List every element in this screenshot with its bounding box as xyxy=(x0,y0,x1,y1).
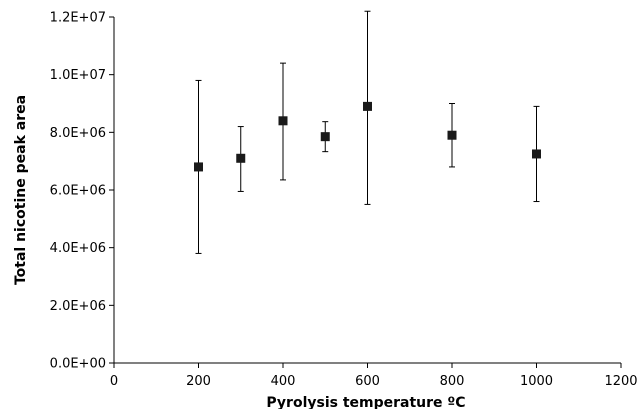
y-tick-label: 4.0E+06 xyxy=(50,241,106,256)
data-point-group xyxy=(447,103,457,168)
data-point-group xyxy=(363,10,372,205)
data-point-group xyxy=(278,62,288,181)
y-tick-label: 6.0E+06 xyxy=(50,184,106,199)
x-tick-label: 1200 xyxy=(604,374,637,389)
data-point-marker xyxy=(236,153,246,163)
data-point-marker xyxy=(194,162,203,172)
data-point-marker xyxy=(447,130,457,140)
data-point-group xyxy=(194,79,203,254)
data-point-marker xyxy=(278,116,288,126)
y-tick-label: 0.0E+00 xyxy=(50,357,106,372)
x-axis-title: Pyrolysis temperature ºC xyxy=(266,395,465,409)
x-tick-label: 200 xyxy=(186,374,211,389)
x-tick-label: 1000 xyxy=(520,374,553,389)
x-tick-label: 400 xyxy=(271,374,296,389)
data-point-group xyxy=(236,126,246,192)
data-point-marker xyxy=(363,101,372,111)
x-tick-labels: 0 200 400 600 800 1000 1200 xyxy=(110,374,638,389)
data-point-marker xyxy=(320,132,330,142)
y-tick-label: 8.0E+06 xyxy=(50,126,106,141)
y-tick-label: 1.0E+07 xyxy=(50,68,106,83)
x-tick-label: 800 xyxy=(440,374,465,389)
data-point-marker xyxy=(532,149,541,159)
axis-ticks xyxy=(109,16,622,368)
data-points xyxy=(194,10,541,254)
data-point-group xyxy=(320,121,330,153)
data-point-group xyxy=(532,105,541,203)
y-axis-title: Total nicotine peak area xyxy=(13,95,29,285)
y-tick-labels: 0.0E+00 2.0E+06 4.0E+06 6.0E+06 8.0E+06 1.0E+… xyxy=(50,11,106,372)
x-tick-label: 600 xyxy=(355,374,380,389)
y-tick-label: 2.0E+06 xyxy=(50,299,106,314)
x-tick-label: 0 xyxy=(110,374,118,389)
y-tick-label: 1.2E+07 xyxy=(50,11,106,26)
